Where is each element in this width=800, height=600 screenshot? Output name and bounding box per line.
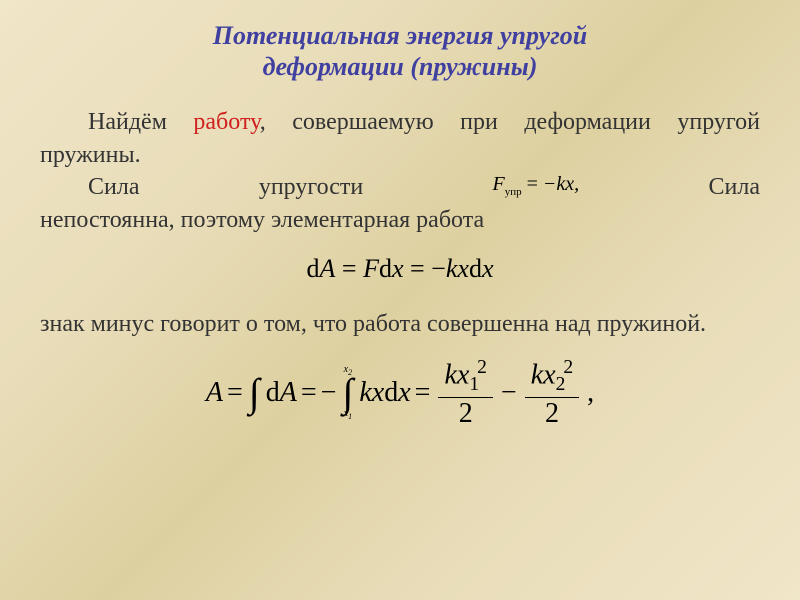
formula-work-integral: A = ∫ dA = − x2 ∫ x1 kxdx = kx12 2 − [40,358,760,428]
f2-A: A [206,377,223,409]
f2-int1: ∫ [249,377,260,409]
f2-int2: x2 ∫ x1 [342,365,353,421]
p2-line1: Сила упругости Fупр = −kx, Сила [40,171,760,203]
inline-formula-spring-force: Fупр = −kx, [445,171,580,203]
p2-w2: упругости [211,171,363,203]
f1-eq2: = [410,254,425,283]
f2-frac2-den: 2 [539,398,565,428]
f2-eq1: = [227,377,243,409]
f2-int2-lower: x1 [344,409,352,421]
f-sub: упр [505,186,522,198]
formula-elementary-work: ddAA = Fdx = −kxdx [40,254,760,284]
integral-icon: ∫ [342,377,353,409]
f-eq: = [527,173,538,195]
f1-mkxdx: −kxdx [431,254,493,283]
title-line-1: Потенциальная энергия упругой [213,21,588,50]
f2-wrap: A = ∫ dA = − x2 ∫ x1 kxdx = kx12 2 − [206,358,594,428]
f2-eq3: = [415,377,431,409]
f2-tail: , [587,377,594,409]
p1-prefix: Найдём [88,109,193,135]
p2-trail: Сила [661,171,760,203]
f2-frac2-num: kx22 [525,358,579,398]
f2-minus: − [321,377,337,409]
slide-title: Потенциальная энергия упругой деформации… [40,20,760,82]
f2-frac1-den: 2 [453,398,479,428]
integral-icon: ∫ [249,377,260,409]
f2-minus2: − [501,377,517,409]
f-F: F [493,173,505,195]
paragraph-1: Найдём работу, совершаемую при деформаци… [40,106,760,171]
paragraph-3: знак минус говорит о том, что работа сов… [40,308,760,340]
paragraph-2: Сила упругости Fупр = −kx, Сила непостоя… [40,171,760,236]
f-rhs: −kx, [543,173,579,195]
p2-line2: непостоянна, поэтому элементарная работа [40,204,760,236]
f2-int1-body: dA [266,377,297,409]
f2-frac1: kx12 2 [438,358,492,428]
f1-Fdx: Fdx [363,254,403,283]
title-line-2: деформации (пружины) [263,52,538,81]
slide-container: Потенциальная энергия упругой деформации… [0,0,800,600]
f2-frac2: kx22 2 [525,358,579,428]
p2-w1: Сила [40,171,139,203]
p1-highlight: работу [193,109,259,135]
f1-dA: ddAA [307,254,336,283]
f2-eq2: = [301,377,317,409]
f2-frac1-num: kx12 [438,358,492,398]
f2-int2-body: kxdx [359,377,410,409]
f1-eq1: = [342,254,357,283]
